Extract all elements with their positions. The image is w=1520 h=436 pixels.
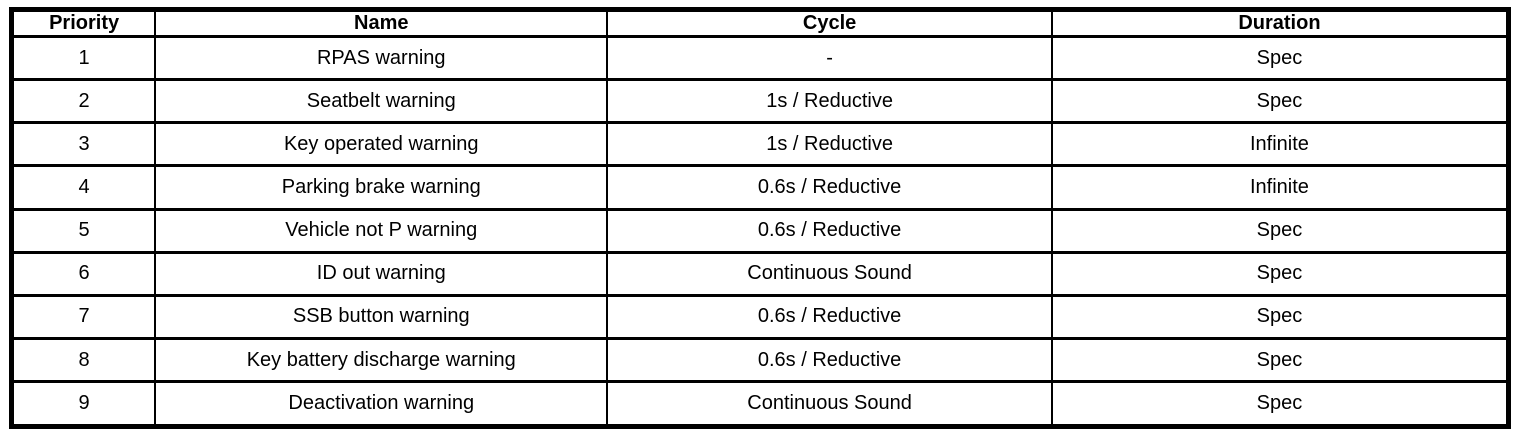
cell-priority: 6 (10, 250, 157, 297)
cell-priority: 1 (10, 34, 157, 82)
cell-priority: 8 (10, 336, 157, 384)
table-row: 7 SSB button warning 0.6s / Reductive Spec (10, 293, 1510, 340)
cell-cycle: 1s / Reductive (606, 121, 1053, 168)
cell-duration: Spec (1050, 34, 1510, 82)
table-header: Priority Name Cycle Duration (10, 8, 1510, 38)
cell-duration: Infinite (1050, 164, 1510, 211)
cell-priority: 5 (10, 207, 157, 254)
cell-cycle: 0.6s / Reductive (606, 164, 1053, 211)
cell-duration: Infinite (1050, 121, 1510, 168)
table-row: 2 Seatbelt warning 1s / Reductive Spec (10, 78, 1510, 125)
cell-cycle: 1s / Reductive (606, 78, 1053, 125)
cell-cycle: 0.6s / Reductive (606, 336, 1053, 384)
column-header-name: Name (154, 8, 609, 38)
table-row: 6 ID out warning Continuous Sound Spec (10, 250, 1510, 297)
warning-priority-table: Priority Name Cycle Duration 1 RPAS warni… (9, 7, 1511, 429)
cell-priority: 4 (10, 164, 157, 211)
table-row: 1 RPAS warning - Spec (10, 34, 1510, 82)
table-row: 3 Key operated warning 1s / Reductive Infin… (10, 121, 1510, 168)
cell-duration: Spec (1050, 293, 1510, 340)
table-row: 8 Key battery discharge warning 0.6s / Red… (10, 336, 1510, 384)
cell-cycle: 0.6s / Reductive (606, 207, 1053, 254)
cell-cycle: 0.6s / Reductive (606, 293, 1053, 340)
cell-duration: Spec (1050, 250, 1510, 297)
cell-cycle: Continuous Sound (606, 250, 1053, 297)
table-row: 5 Vehicle not P warning 0.6s / Reductive Sp… (10, 207, 1510, 254)
table-body: 1 RPAS warning - Spec 2 Seatbelt warning 1s / … (10, 34, 1510, 428)
cell-name: Deactivation warning (154, 380, 609, 428)
cell-name: SSB button warning (154, 293, 609, 340)
table-row: 9 Deactivation warning Continuous Sound Spe… (10, 380, 1510, 428)
cell-name: Parking brake warning (154, 164, 609, 211)
cell-duration: Spec (1050, 380, 1510, 428)
cell-duration: Spec (1050, 78, 1510, 125)
cell-name: Key operated warning (154, 121, 609, 168)
cell-priority: 9 (10, 380, 157, 428)
cell-cycle: - (606, 34, 1053, 82)
cell-duration: Spec (1050, 207, 1510, 254)
table-row: 4 Parking brake warning 0.6s / Reductive In… (10, 164, 1510, 211)
cell-duration: Spec (1050, 336, 1510, 384)
cell-name: Vehicle not P warning (154, 207, 609, 254)
column-header-cycle: Cycle (606, 8, 1053, 38)
cell-priority: 7 (10, 293, 157, 340)
cell-name: ID out warning (154, 250, 609, 297)
cell-name: Seatbelt warning (154, 78, 609, 125)
cell-name: Key battery discharge warning (154, 336, 609, 384)
column-header-priority: Priority (10, 8, 157, 38)
cell-priority: 2 (10, 78, 157, 125)
cell-priority: 3 (10, 121, 157, 168)
header-row: Priority Name Cycle Duration (10, 8, 1510, 38)
cell-name: RPAS warning (154, 34, 609, 82)
cell-cycle: Continuous Sound (606, 380, 1053, 428)
column-header-duration: Duration (1050, 8, 1510, 38)
